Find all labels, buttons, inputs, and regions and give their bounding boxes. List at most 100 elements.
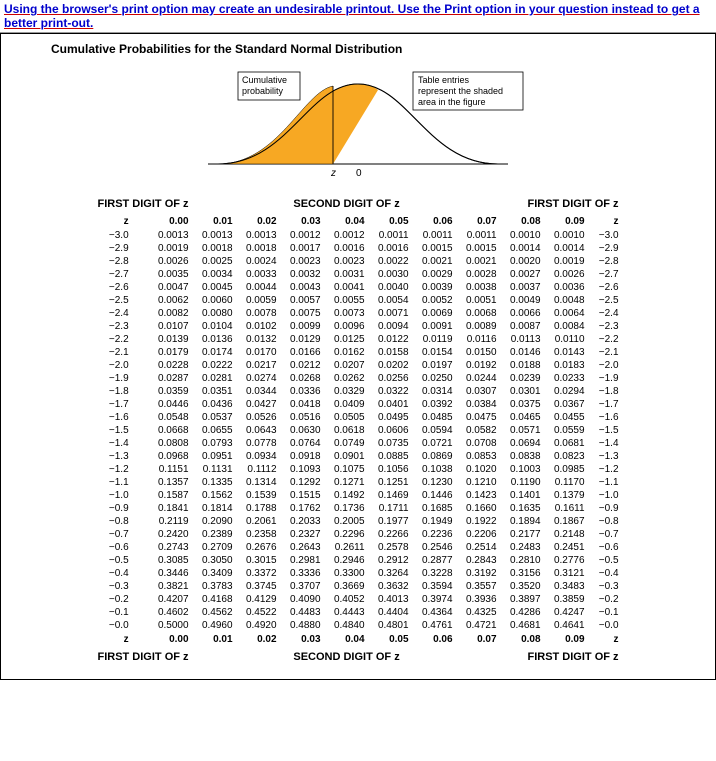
prob-cell: 0.0436 (193, 398, 237, 411)
prob-cell: 0.0287 (137, 372, 193, 385)
table-row: −2.20.01390.01360.01320.01290.01250.0122… (93, 333, 622, 346)
table-row: −2.90.00190.00180.00180.00170.00160.0016… (93, 242, 622, 255)
prob-cell: 0.0179 (137, 346, 193, 359)
prob-cell: 0.0057 (281, 294, 325, 307)
prob-cell: 0.4168 (193, 593, 237, 606)
prob-cell: 0.4960 (193, 619, 237, 632)
prob-cell: 0.0051 (457, 294, 501, 307)
prob-cell: 0.0031 (325, 268, 369, 281)
prob-cell: 0.0170 (237, 346, 281, 359)
prob-cell: 0.1003 (501, 463, 545, 476)
prob-cell: 0.1867 (545, 515, 589, 528)
print-warning: Using the browser's print option may cre… (0, 0, 716, 33)
prob-cell: 0.0618 (325, 424, 369, 437)
prob-cell: 0.3015 (237, 554, 281, 567)
prob-cell: 0.0116 (457, 333, 501, 346)
prob-cell: 0.0110 (545, 333, 589, 346)
prob-cell: 0.0060 (193, 294, 237, 307)
prob-cell: 0.0014 (501, 242, 545, 255)
prob-cell: 0.0409 (325, 398, 369, 411)
prob-cell: 0.0024 (237, 255, 281, 268)
prob-cell: 0.0548 (137, 411, 193, 424)
prob-cell: 0.2843 (457, 554, 501, 567)
prob-cell: 0.0630 (281, 424, 325, 437)
prob-cell: 0.4880 (281, 619, 325, 632)
prob-cell: 0.1977 (369, 515, 413, 528)
prob-cell: 0.0239 (501, 372, 545, 385)
prob-cell: 0.0228 (137, 359, 193, 372)
fcol-2: 0.02 (237, 632, 281, 647)
prob-cell: 0.4404 (369, 606, 413, 619)
prob-cell: 0.4013 (369, 593, 413, 606)
prob-cell: 0.2296 (325, 528, 369, 541)
z-value-left: −0.3 (93, 580, 136, 593)
prob-cell: 0.0329 (325, 385, 369, 398)
prob-cell: 0.0055 (325, 294, 369, 307)
prob-cell: 0.0537 (193, 411, 237, 424)
prob-cell: 0.2090 (193, 515, 237, 528)
z-value-right: −2.6 (589, 281, 623, 294)
prob-cell: 0.0013 (137, 229, 193, 242)
prob-cell: 0.2981 (281, 554, 325, 567)
prob-cell: 0.0764 (281, 437, 325, 450)
prob-cell: 0.3669 (325, 580, 369, 593)
z-value-left: −0.6 (93, 541, 136, 554)
z-value-right: −1.2 (589, 463, 623, 476)
prob-cell: 0.2005 (325, 515, 369, 528)
z-value-left: −0.0 (93, 619, 136, 632)
z-value-right: −2.8 (589, 255, 623, 268)
desc-l1: Table entries (418, 75, 470, 85)
prob-cell: 0.2236 (413, 528, 457, 541)
prob-cell: 0.0089 (457, 320, 501, 333)
prob-cell: 0.1020 (457, 463, 501, 476)
prob-cell: 0.0359 (137, 385, 193, 398)
prob-cell: 0.4562 (193, 606, 237, 619)
table-row: −1.80.03590.03510.03440.03360.03290.0322… (93, 385, 622, 398)
prob-cell: 0.0146 (501, 346, 545, 359)
prob-cell: 0.0294 (545, 385, 589, 398)
first-digit-bot-left: FIRST DIGIT OF z (93, 647, 192, 667)
prob-cell: 0.4090 (281, 593, 325, 606)
prob-cell: 0.0019 (137, 242, 193, 255)
prob-cell: 0.0166 (281, 346, 325, 359)
cumprob-label-line1: Cumulative (242, 75, 287, 85)
z-value-right: −0.8 (589, 515, 623, 528)
prob-cell: 0.0045 (193, 281, 237, 294)
table-row: −0.60.27430.27090.26760.26430.26110.2578… (93, 541, 622, 554)
prob-cell: 0.2206 (457, 528, 501, 541)
prob-cell: 0.1539 (237, 489, 281, 502)
z-value-left: −0.1 (93, 606, 136, 619)
prob-cell: 0.0505 (325, 411, 369, 424)
prob-cell: 0.0188 (501, 359, 545, 372)
prob-cell: 0.3085 (137, 554, 193, 567)
prob-cell: 0.3821 (137, 580, 193, 593)
prob-cell: 0.0068 (457, 307, 501, 320)
z-value-right: −2.5 (589, 294, 623, 307)
prob-cell: 0.0793 (193, 437, 237, 450)
prob-cell: 0.1335 (193, 476, 237, 489)
z-axis-label: z (330, 168, 336, 179)
table-row: −1.50.06680.06550.06430.06300.06180.0606… (93, 424, 622, 437)
prob-cell: 0.1314 (237, 476, 281, 489)
prob-cell: 0.3707 (281, 580, 325, 593)
table-row: −1.90.02870.02810.02740.02680.02620.0256… (93, 372, 622, 385)
prob-cell: 0.4207 (137, 593, 193, 606)
prob-cell: 0.0082 (137, 307, 193, 320)
prob-cell: 0.0010 (545, 229, 589, 242)
prob-cell: 0.1635 (501, 502, 545, 515)
prob-cell: 0.0808 (137, 437, 193, 450)
prob-cell: 0.0069 (413, 307, 457, 320)
prob-cell: 0.0021 (413, 255, 457, 268)
prob-cell: 0.0217 (237, 359, 281, 372)
prob-cell: 0.1685 (413, 502, 457, 515)
prob-cell: 0.0014 (545, 242, 589, 255)
col-6: 0.06 (413, 214, 457, 229)
fcol-0: 0.00 (137, 632, 193, 647)
prob-cell: 0.1292 (281, 476, 325, 489)
prob-cell: 0.0039 (413, 281, 457, 294)
prob-cell: 0.0096 (325, 320, 369, 333)
z-value-right: −1.9 (589, 372, 623, 385)
prob-cell: 0.4247 (545, 606, 589, 619)
prob-cell: 0.0026 (137, 255, 193, 268)
prob-cell: 0.0080 (193, 307, 237, 320)
